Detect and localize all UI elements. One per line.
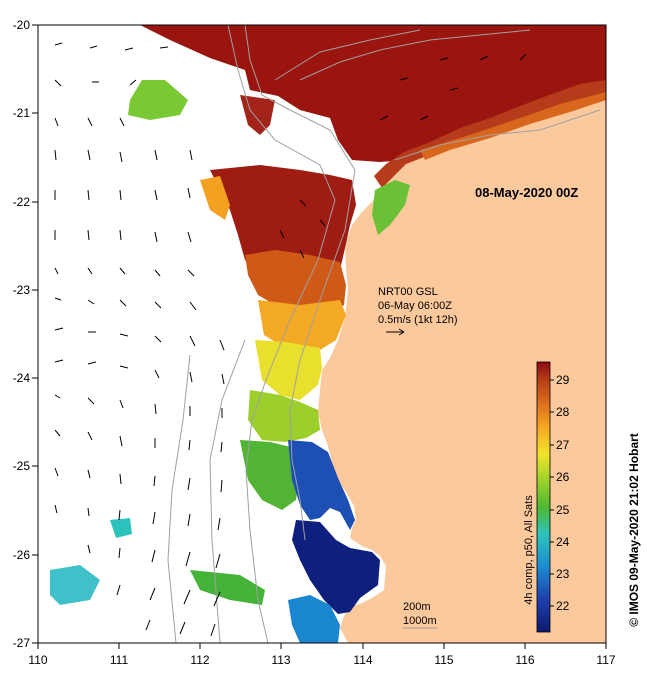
colorbar-tick: 29 (556, 373, 570, 387)
current-legend-line3: 0.5m/s (1kt 12h) (378, 314, 457, 326)
colorbar-gradient (536, 361, 551, 633)
sst-teal-patch (110, 518, 132, 538)
current-legend-line1: NRT00 GSL (378, 286, 438, 298)
depth-legend-200m: 200m (403, 601, 431, 613)
sst-amber-band (258, 300, 346, 350)
x-tick-label: 110 (28, 653, 47, 667)
colorbar-tick: 27 (556, 438, 570, 452)
colorbar-label: 4h comp, p50, All Sats (523, 495, 535, 605)
sst-orange-east-strip (420, 92, 606, 160)
credit-text: © IMOS 09-May-2020 21:02 Hobart (627, 433, 641, 627)
sst-orange-amber (200, 176, 230, 220)
colorbar-tick: 24 (556, 535, 570, 549)
scale-arrow-head (398, 328, 405, 336)
sst-red-coast (374, 80, 606, 188)
sst-green-south-scatter (190, 570, 265, 605)
y-tick-label: -21 (13, 106, 31, 120)
x-tick-label: 111 (110, 653, 129, 667)
y-tick-label: -26 (13, 548, 31, 562)
x-tick-label: 114 (353, 653, 372, 667)
sst-blue-coast (288, 440, 355, 530)
timestamp-label: 08-May-2020 00Z (475, 185, 578, 200)
depth-legend: 200m 1000m (403, 601, 437, 629)
y-tick-label: -27 (13, 636, 31, 650)
current-vectors (54, 42, 527, 637)
colorbar-tick: 25 (556, 503, 570, 517)
current-legend-line2: 06-May 06:00Z (378, 300, 452, 312)
depth-legend-1000m: 1000m (403, 615, 437, 627)
sst-cyan-south-scatter (50, 565, 100, 605)
colorbar-tick: 26 (556, 470, 570, 484)
y-tick-label: -24 (13, 371, 31, 385)
x-tick-label: 113 (271, 653, 290, 667)
sst-green-small-patch (128, 80, 188, 120)
sst-blue-offshore (288, 595, 340, 643)
sst-green (240, 440, 300, 510)
sst-dark-blue-south (292, 520, 380, 614)
y-tick-label: -20 (13, 18, 31, 32)
x-tick-label: 117 (596, 653, 615, 667)
y-axis: -20 -21 -22 -23 -24 -25 -26 -27 (13, 18, 38, 650)
colorbar: 22 23 24 25 26 27 28 29 4h comp, p50, Al… (523, 361, 570, 633)
x-tick-label: 115 (434, 653, 453, 667)
sst-light-green (248, 390, 320, 442)
y-tick-label: -25 (13, 459, 31, 473)
land-mass (318, 90, 606, 643)
isobath-lines (167, 25, 601, 643)
colorbar-tick: 23 (556, 567, 570, 581)
current-legend: NRT00 GSL 06-May 06:00Z 0.5m/s (1kt 12h) (378, 286, 457, 336)
sst-green-bay-patch (372, 180, 410, 235)
colorbar-tick: 28 (556, 405, 570, 419)
bay (328, 512, 348, 546)
y-tick-label: -23 (13, 283, 31, 297)
plot-frame (37, 24, 607, 644)
sst-dark-red-north (140, 25, 606, 162)
sst-yellow-band (255, 340, 322, 400)
x-tick-label: 116 (515, 653, 534, 667)
x-axis: 110 111 112 113 114 115 116 117 (28, 643, 616, 667)
colorbar-tick: 22 (556, 599, 570, 613)
x-tick-label: 112 (190, 653, 209, 667)
y-tick-label: -22 (13, 195, 31, 209)
